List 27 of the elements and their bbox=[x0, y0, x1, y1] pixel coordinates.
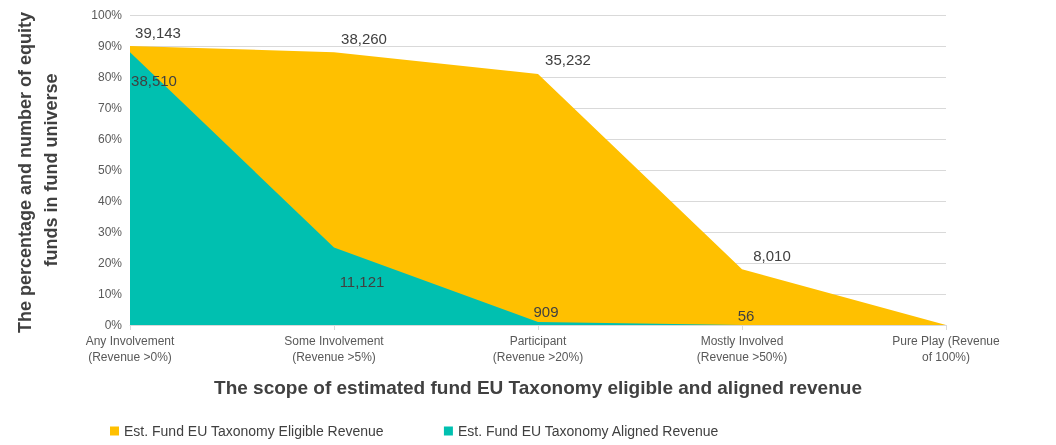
annotation: 909 bbox=[533, 303, 559, 321]
legend-label: Est. Fund EU Taxonomy Aligned Revenue bbox=[457, 423, 719, 439]
y-tick-label: 50% bbox=[97, 163, 123, 177]
x-tick-label: Pure Play (Revenue of 100%) bbox=[892, 334, 1001, 364]
y-tick-label: 70% bbox=[97, 101, 123, 115]
annotation: 56 bbox=[737, 306, 755, 324]
y-tick-label: 100% bbox=[91, 8, 123, 22]
y-axis-title: The percentage and number of equity funds in fund universe bbox=[15, 6, 61, 334]
annotation: 38,260 bbox=[341, 29, 387, 47]
y-tick-label: 90% bbox=[97, 39, 123, 53]
y-tick-label: 60% bbox=[97, 132, 123, 146]
y-tick-label: 20% bbox=[97, 256, 123, 270]
x-tick-label: Some Involvement (Revenue >5%) bbox=[284, 334, 385, 364]
x-tick-label: Any Involvement (Revenue >0%) bbox=[85, 334, 176, 364]
y-tick-label: 0% bbox=[104, 318, 123, 332]
y-tick-label: 40% bbox=[97, 194, 123, 208]
annotation: 39,143 bbox=[135, 23, 181, 41]
annotation: 11,121 bbox=[339, 273, 385, 290]
y-tick-label: 30% bbox=[97, 225, 123, 239]
legend-label: Est. Fund EU Taxonomy Eligible Revenue bbox=[124, 423, 384, 439]
annotation: 35,232 bbox=[545, 51, 591, 69]
x-tick-label: Participant (Revenue >20%) bbox=[492, 334, 584, 364]
y-tick-label: 80% bbox=[97, 70, 123, 84]
y-tick-label: 10% bbox=[97, 287, 123, 301]
x-axis-title: The scope of estimated fund EU Taxonomy eligible and aligned revenue bbox=[214, 376, 862, 398]
x-tick-label: Mostly Involved (Revenue >50%) bbox=[696, 334, 788, 364]
annotation: 8,010 bbox=[753, 246, 791, 264]
